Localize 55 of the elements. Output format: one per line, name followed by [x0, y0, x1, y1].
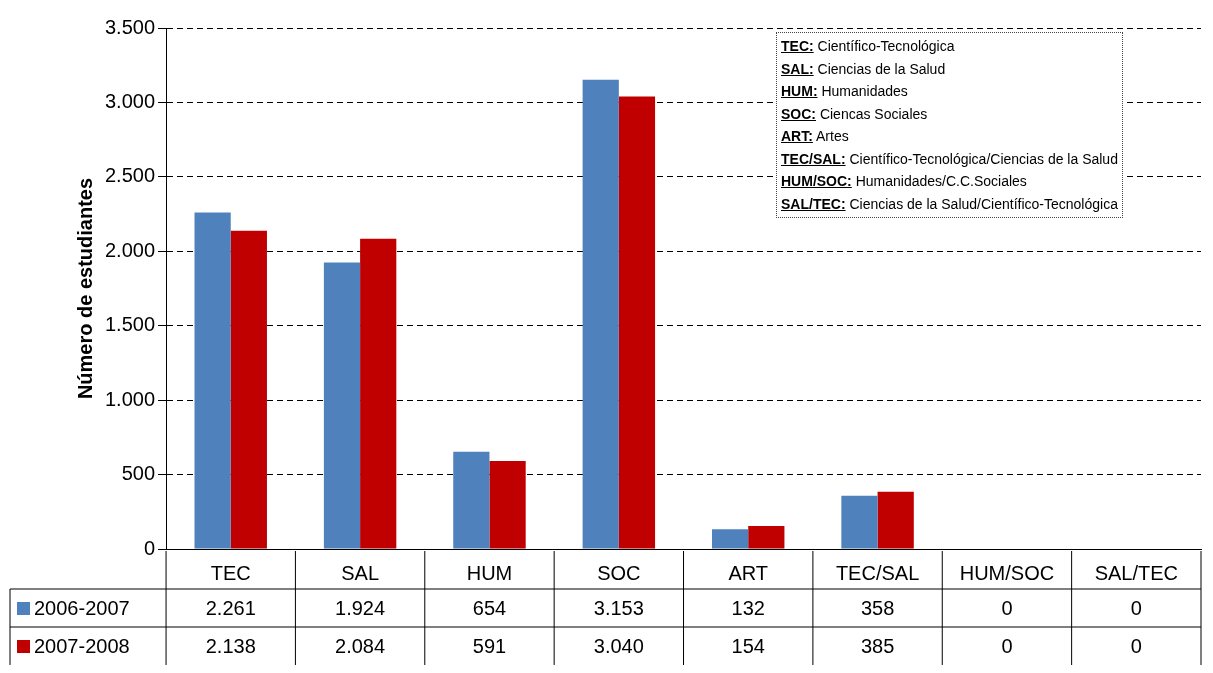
- data-label: 2.084: [335, 634, 386, 657]
- x-tick-label: TEC: [210, 561, 251, 584]
- x-tick-label: TEC/SAL: [835, 561, 920, 584]
- x-tick-label: HUM/SOC: [959, 561, 1055, 584]
- bar: [453, 451, 490, 549]
- y-tick-label: 1.000: [104, 387, 156, 410]
- x-tick-label: SOC: [597, 561, 641, 584]
- y-tick-label: 3.500: [104, 15, 156, 38]
- bar: [618, 96, 656, 549]
- annotation: TEC: Científico-Tecnológica: [781, 37, 956, 56]
- y-tick-label: 1.500: [104, 313, 156, 336]
- data-label: 132: [731, 596, 765, 619]
- y-tick-label: 3.000: [104, 89, 156, 112]
- data-label: 0: [1130, 596, 1142, 619]
- legend-label: 2006-2007: [34, 596, 130, 619]
- bar: [748, 526, 785, 549]
- bar: [489, 461, 526, 549]
- data-label: 358: [860, 596, 895, 619]
- data-label: 654: [472, 596, 507, 619]
- annotation: ART: Artes: [781, 127, 850, 146]
- bar: [582, 79, 619, 549]
- annotation: TEC/SAL: Científico-Tecnológica/Ciencias de la Salud: [781, 149, 1118, 169]
- x-tick-label: HUM: [466, 561, 513, 584]
- x-tick-label: SAL: [341, 561, 380, 584]
- bar: [360, 238, 397, 549]
- annotation: HUM/SOC: Humanidades/C.C.Sociales: [781, 172, 1028, 191]
- y-tick-label: 500: [121, 462, 156, 485]
- data-label: 1.924: [335, 596, 386, 619]
- data-label: 0: [1001, 634, 1013, 657]
- data-label: 591: [472, 634, 507, 657]
- y-tick-label: 0: [143, 536, 156, 559]
- annotation: SOC: Ciencas Sociales: [781, 104, 929, 124]
- data-label: 385: [860, 634, 895, 657]
- data-label: 3.153: [593, 596, 644, 619]
- data-label: 0: [1130, 634, 1142, 657]
- y-axis-title: Número de estudiantes: [73, 177, 96, 400]
- annotation: HUM: Humanidades: [781, 82, 909, 101]
- data-label: 3.040: [593, 634, 644, 657]
- annotation: SAL: Ciencias de la Salud: [781, 59, 947, 79]
- x-tick-label: ART: [728, 561, 769, 584]
- data-label: 0: [1001, 596, 1013, 619]
- x-tick-label: SAL/TEC: [1094, 561, 1178, 584]
- data-label: 154: [731, 634, 765, 657]
- data-label: 2.261: [205, 596, 256, 619]
- bar: [877, 491, 914, 549]
- bar: [230, 230, 267, 549]
- bar: [841, 495, 878, 549]
- bar: [323, 262, 361, 549]
- bar: [711, 529, 749, 549]
- legend-label: 2007-2008: [34, 634, 130, 657]
- annotation: SAL/TEC: Ciencias de la Salud/Científico-Tecnológica: [781, 194, 1118, 214]
- y-tick-label: 2.500: [104, 164, 156, 187]
- y-tick-label: 2.000: [104, 238, 156, 261]
- bar: [194, 212, 231, 549]
- data-label: 2.138: [205, 634, 256, 657]
